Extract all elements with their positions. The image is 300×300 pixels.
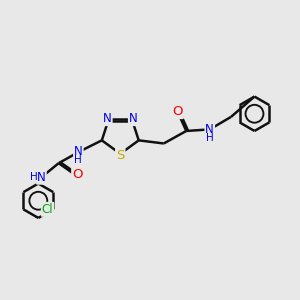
- Text: N: N: [103, 112, 112, 125]
- Text: N: N: [129, 112, 138, 125]
- Text: N: N: [206, 123, 214, 136]
- Text: H: H: [74, 155, 82, 165]
- Text: Cl: Cl: [42, 203, 53, 216]
- Text: N: N: [74, 145, 83, 158]
- Text: O: O: [72, 168, 83, 181]
- Text: S: S: [116, 148, 124, 161]
- Text: N: N: [37, 171, 46, 184]
- Text: H: H: [30, 172, 38, 182]
- Text: H: H: [206, 133, 214, 143]
- Text: O: O: [172, 105, 183, 118]
